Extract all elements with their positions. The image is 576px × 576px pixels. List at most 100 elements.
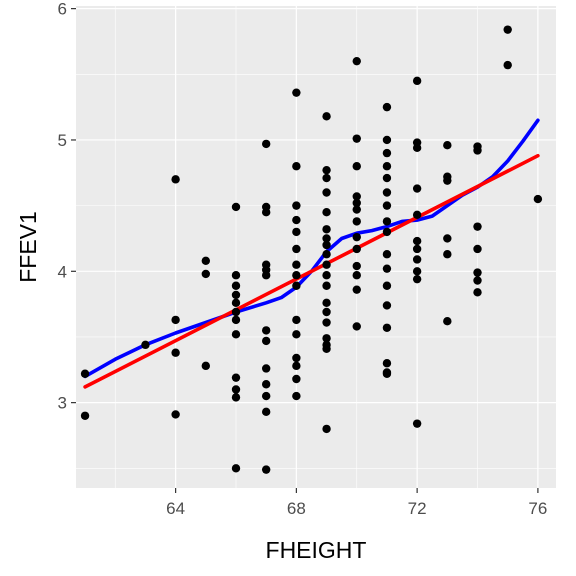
data-point (322, 334, 331, 343)
data-point (382, 250, 392, 259)
y-axis: 3 4 5 6 (58, 0, 76, 413)
data-point (382, 173, 392, 183)
data-point (141, 340, 150, 350)
data-point (231, 290, 241, 300)
data-point (322, 260, 331, 269)
data-point (352, 232, 361, 242)
data-point (322, 112, 331, 121)
data-point (382, 162, 392, 171)
data-point (292, 374, 301, 384)
data-point (322, 207, 331, 217)
data-point (80, 411, 90, 420)
data-point (352, 205, 361, 214)
data-point (231, 281, 241, 290)
data-point (533, 194, 543, 204)
data-point (171, 175, 180, 184)
data-point (352, 261, 361, 271)
data-point (292, 260, 301, 269)
data-point (382, 188, 392, 197)
data-point (292, 353, 301, 363)
data-point (322, 188, 331, 197)
data-point (382, 323, 392, 332)
data-point (171, 410, 180, 419)
data-point (292, 271, 301, 280)
data-point (382, 135, 392, 145)
data-point (231, 464, 241, 473)
data-point (352, 162, 361, 171)
data-point (261, 139, 271, 149)
data-point (322, 307, 331, 317)
data-point (322, 173, 331, 183)
data-point (412, 274, 422, 284)
y-tick-label: 5 (58, 131, 67, 150)
data-point (231, 307, 241, 317)
data-point (231, 393, 241, 402)
linear-fit-line (83, 153, 540, 389)
y-tick-label: 3 (58, 394, 67, 413)
data-point (261, 364, 271, 373)
data-point (382, 369, 392, 378)
data-point (473, 268, 482, 277)
data-point (473, 146, 482, 155)
data-point (443, 176, 452, 185)
data-point (292, 361, 301, 371)
data-point (292, 244, 301, 254)
data-point (322, 344, 331, 353)
x-axis-title: FHEIGHT (266, 537, 367, 563)
data-point (261, 326, 271, 335)
data-point (261, 391, 271, 401)
data-point (352, 244, 361, 254)
data-points (80, 25, 543, 474)
data-point (382, 264, 392, 273)
data-point (382, 359, 392, 368)
data-point (412, 143, 422, 153)
data-point (261, 465, 271, 474)
data-point (292, 391, 301, 401)
data-point (322, 424, 331, 434)
x-tick-label: 64 (166, 499, 185, 518)
data-point (322, 318, 331, 327)
data-point (80, 369, 90, 378)
data-point (231, 385, 241, 394)
data-point (412, 210, 422, 220)
data-point (292, 201, 301, 210)
data-point (382, 148, 392, 158)
data-point (352, 271, 361, 280)
data-point (382, 102, 392, 112)
data-point (171, 315, 180, 325)
data-point (231, 373, 241, 382)
data-point (201, 269, 211, 279)
data-point (322, 298, 331, 308)
data-point (443, 317, 452, 326)
y-axis-title: FFEV1 (15, 211, 41, 283)
data-point (231, 202, 241, 212)
data-point (292, 315, 301, 325)
data-point (322, 240, 331, 250)
data-point (261, 336, 271, 346)
data-point (412, 244, 422, 254)
data-point (412, 419, 422, 428)
data-point (443, 250, 452, 259)
data-point (322, 165, 331, 175)
data-point (201, 256, 211, 265)
data-point (322, 250, 331, 259)
data-point (382, 217, 392, 226)
data-point (412, 76, 422, 86)
data-point (352, 217, 361, 226)
data-point (231, 298, 241, 308)
data-point (352, 322, 361, 331)
data-point (382, 227, 392, 237)
data-point (473, 222, 482, 231)
data-point (412, 236, 422, 246)
x-tick-label: 72 (408, 499, 427, 518)
data-point (412, 184, 422, 193)
x-tick-label: 76 (528, 499, 547, 518)
data-point (503, 25, 512, 34)
data-point (201, 361, 211, 371)
data-point (352, 134, 361, 143)
data-point (261, 271, 271, 280)
data-point (292, 330, 301, 339)
data-point (473, 276, 482, 285)
data-point (231, 271, 241, 280)
